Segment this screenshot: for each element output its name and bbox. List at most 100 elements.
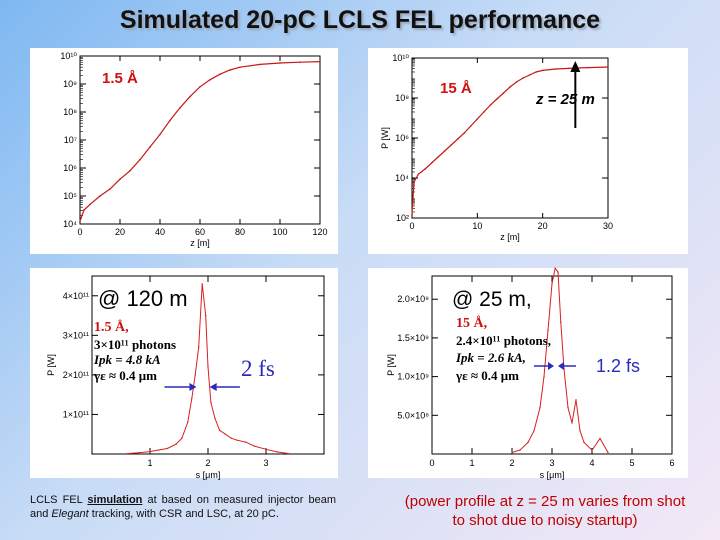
y-tick-label: 2×10¹¹	[63, 370, 89, 380]
data-point	[99, 195, 101, 197]
data-point	[209, 79, 211, 81]
data-point	[230, 437, 232, 439]
data-point	[413, 181, 415, 183]
data-point	[551, 283, 553, 285]
data-point	[463, 132, 466, 134]
data-point	[571, 422, 573, 424]
y-axis-label: P [W]	[380, 127, 390, 149]
data-point	[511, 451, 513, 454]
data-point	[175, 443, 177, 445]
data-point	[443, 150, 446, 152]
x-tick-label: 3	[549, 458, 554, 468]
data-point	[159, 133, 161, 136]
caption-left-italic: Elegant	[51, 508, 89, 520]
data-point	[568, 67, 570, 70]
data-point	[191, 397, 193, 400]
data-point	[265, 448, 267, 450]
data-point	[567, 406, 569, 409]
emittance-info: γε ≈ 0.4 μm	[456, 368, 519, 383]
y-tick-label: 5.0×10⁸	[397, 410, 429, 420]
data-point	[476, 118, 479, 120]
data-point	[599, 437, 601, 440]
data-point	[149, 450, 151, 453]
x-tick-label: 20	[538, 221, 548, 231]
data-point	[502, 92, 505, 94]
data-point	[207, 366, 209, 368]
data-point	[489, 104, 492, 106]
y-tick-label: 3×10¹¹	[63, 330, 89, 340]
fwhm-arrow-right-head	[558, 362, 564, 370]
data-point	[224, 433, 227, 435]
emittance-info: γε ≈ 0.4 μm	[94, 368, 157, 383]
z-position-note: z = 25 m	[536, 91, 595, 108]
simulation-link[interactable]: simulation	[87, 494, 143, 506]
x-tick-label: 100	[272, 227, 287, 237]
data-point	[411, 213, 413, 215]
data-point	[236, 439, 238, 441]
y-tick-label: 10⁹	[63, 79, 77, 89]
power-series-line	[79, 61, 321, 222]
data-point	[109, 188, 111, 190]
data-point	[470, 125, 472, 127]
data-point	[169, 119, 171, 122]
x-tick-label: 1	[147, 458, 152, 468]
y-tick-label: 10⁸	[395, 93, 409, 103]
y-tick-label: 4×10¹¹	[63, 291, 89, 301]
chart-power-vs-z-1p5A: 0 20 40 60 80 100 120 10⁴ 10⁵ 10⁶ 10⁷ 10⁸ 10⁹ 10¹⁰ z […	[60, 51, 327, 248]
x-tick-label: 10	[472, 221, 482, 231]
data-point	[137, 452, 140, 454]
data-point	[547, 329, 549, 331]
x-tick-label: 2	[509, 458, 514, 468]
data-point	[83, 209, 85, 211]
fwhm-arrow-left-head	[189, 383, 197, 391]
chart-power-vs-z-15A: 0 10 20 30 10² 10⁴ 10⁶ 10⁸ 10¹⁰ z [m] P [W]	[380, 53, 613, 242]
wavelength-label: 1.5 Å	[102, 70, 138, 87]
data-point	[179, 107, 181, 109]
peak-current-info: Ipk = 2.6 kA,	[456, 350, 526, 365]
wavelength-info: 15 Å,	[456, 316, 488, 331]
panel-power-vs-z-1p5A: 0 20 40 60 80 100 120 10⁴ 10⁵ 10⁶ 10⁷ 10⁸ 10⁹ 10¹⁰ z […	[30, 48, 338, 254]
z-marker-arrow-head	[570, 61, 581, 72]
data-point	[591, 449, 593, 451]
y-tick-label: 2.0×10⁹	[397, 294, 429, 304]
x-tick-label: 80	[235, 227, 245, 237]
y-tick-label: 10⁴	[63, 219, 77, 229]
data-point	[218, 429, 221, 431]
data-point	[528, 74, 531, 76]
data-point	[204, 314, 207, 317]
panel-title: @ 25 m,	[452, 288, 532, 311]
x-tick-label: 120	[312, 227, 327, 237]
data-point	[519, 449, 521, 451]
data-point	[583, 441, 585, 444]
panel-title: @ 120 m	[98, 286, 188, 311]
x-tick-label: 4	[589, 458, 594, 468]
chart-profile-25m: 0 1 2 3 4 5 6 5.0×10⁸ 1.0×10⁹ 1.5×10⁹ 2.0×10⁹ s [μm…	[386, 267, 675, 480]
data-point	[424, 168, 426, 170]
x-tick-label: 1	[469, 458, 474, 468]
caption-left: LCLS FEL simulation at based on measured…	[30, 493, 336, 521]
fwhm-arrow-right-head	[209, 383, 217, 391]
y-tick-label: 1.0×10⁹	[397, 372, 429, 382]
data-point	[253, 445, 256, 447]
x-tick-label: 60	[195, 227, 205, 237]
data-point	[79, 220, 81, 222]
data-point	[149, 146, 151, 148]
y-tick-label: 10⁴	[395, 173, 409, 183]
data-point	[279, 62, 281, 64]
data-point	[430, 162, 433, 164]
x-tick-label: 40	[155, 227, 165, 237]
x-tick-label: 0	[409, 221, 414, 231]
x-tick-label: 0	[429, 458, 434, 468]
y-tick-label: 10⁵	[63, 191, 77, 201]
y-tick-label: 10⁷	[64, 135, 77, 145]
data-point	[560, 321, 562, 324]
data-point	[189, 95, 191, 98]
y-axis-label: P [W]	[46, 354, 56, 376]
x-tick-label: 20	[115, 227, 125, 237]
caption-left-end: tracking, with CSR and LSC, at 20 pC.	[88, 508, 279, 520]
power-profile-line	[511, 267, 609, 453]
panel-profile-120m: 1 2 3 1×10¹¹ 2×10¹¹ 3×10¹¹ 4×10¹¹ s [μm] P [W] @…	[30, 268, 338, 480]
data-point	[219, 73, 221, 75]
y-tick-label: 1.5×10⁹	[397, 333, 429, 343]
y-tick-label: 1×10¹¹	[63, 409, 89, 419]
